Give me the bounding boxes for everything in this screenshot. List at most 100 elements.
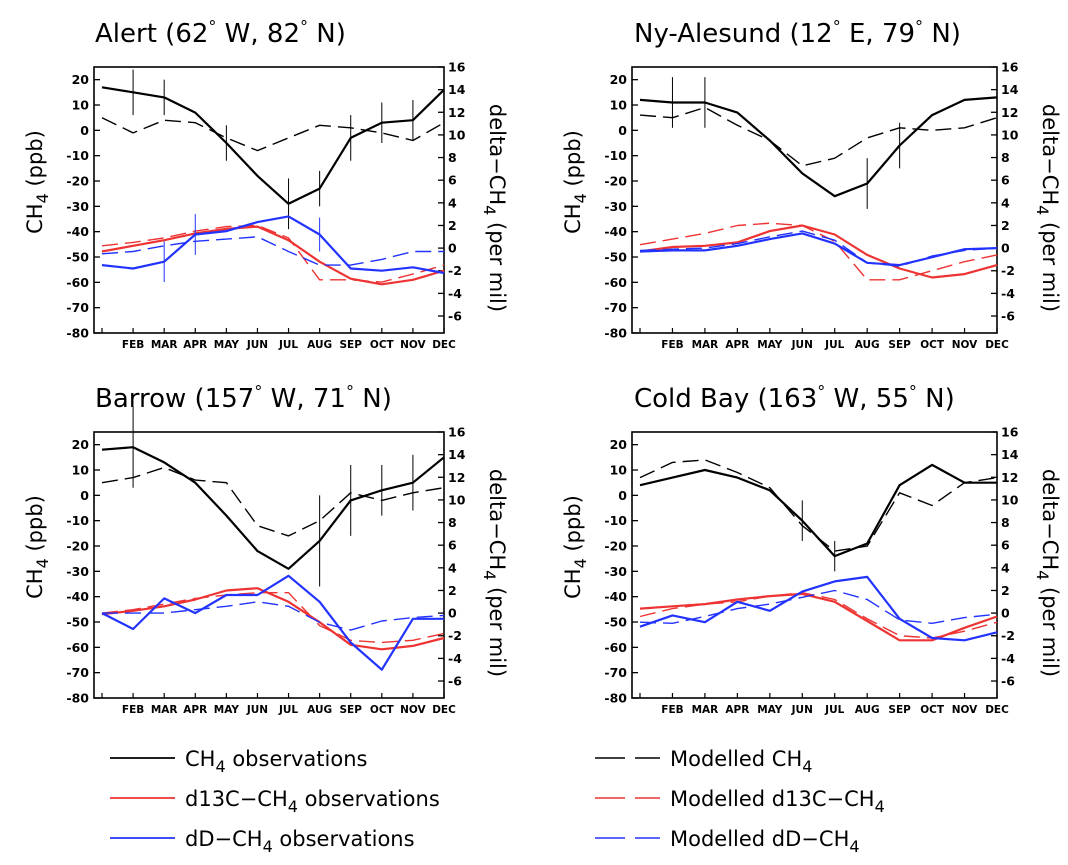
left-tick-label: -20 xyxy=(604,539,627,554)
right-tick-label: 16 xyxy=(448,425,466,440)
left-tick-label: -80 xyxy=(604,691,627,706)
right-tick-label: 4 xyxy=(1001,560,1010,575)
month-label: NOV xyxy=(952,704,978,716)
text-part: Modelled dD−CH xyxy=(670,827,849,851)
series-line-modelled-dd-ch4 xyxy=(639,589,998,624)
text-part: CH xyxy=(561,203,585,233)
left-tick-label: -70 xyxy=(604,665,627,680)
left-tick-label: 20 xyxy=(72,72,90,87)
panel-title: Barrow (157° W, 71° N) xyxy=(95,382,392,414)
right-tick-label: 12 xyxy=(448,105,465,120)
text-part: 4 xyxy=(849,837,859,856)
month-label: JUN xyxy=(246,704,268,716)
left-axis-label: CH4 (ppb) xyxy=(23,130,52,234)
text-part: Ny-Alesund xyxy=(634,19,781,49)
left-tick-label: -80 xyxy=(66,691,89,706)
panel-title: Cold Bay (163° W, 55° N) xyxy=(634,382,955,414)
text-part: observations xyxy=(273,827,415,851)
series-line-d13c-ch4-observations xyxy=(101,225,445,286)
text-part: 71 xyxy=(313,384,346,414)
right-tick-label: 4 xyxy=(448,195,457,210)
text-part: ° xyxy=(300,17,308,36)
text-part: delta−CH xyxy=(485,469,509,570)
text-part: 4 xyxy=(1033,205,1052,215)
series-line-modelled-ch4 xyxy=(639,106,998,167)
text-part xyxy=(841,19,849,49)
text-part: ( xyxy=(781,19,799,49)
plot-frame xyxy=(631,431,998,699)
series-line-modelled-d13c-ch4 xyxy=(101,592,445,644)
right-axis-label: delta−CH4 (per mil) xyxy=(480,104,509,312)
panel-1: Alert (62° W, 82° N)20100-10-20-30-40-50… xyxy=(23,17,509,351)
left-tick-label: -40 xyxy=(604,589,627,604)
month-label: AUG xyxy=(855,704,880,716)
month-label: MAR xyxy=(151,704,178,716)
left-tick-label: -50 xyxy=(66,615,89,630)
series-line-ch4-observations xyxy=(101,446,445,570)
panel-title: Alert (62° W, 82° N) xyxy=(95,17,346,49)
series-line-d13c-ch4-observations xyxy=(101,587,445,651)
month-label: OCT xyxy=(920,339,945,351)
series-line-dd-ch4-observations xyxy=(639,575,998,642)
month-label: DEC xyxy=(985,704,1009,716)
month-label: FEB xyxy=(122,339,144,351)
month-label: DEC xyxy=(985,339,1009,351)
text-part: 12 xyxy=(800,19,833,49)
month-label: JUL xyxy=(278,704,298,716)
left-tick-label: -30 xyxy=(604,199,627,214)
right-tick-label: 2 xyxy=(1001,583,1010,598)
month-label: APR xyxy=(725,339,749,351)
text-part: N xyxy=(931,19,950,49)
series-line-modelled-dd-ch4 xyxy=(101,236,444,266)
right-tick-label: 6 xyxy=(448,173,457,188)
right-tick-label: 10 xyxy=(448,492,466,507)
text-part: ° xyxy=(909,382,917,401)
right-tick-label: 0 xyxy=(1001,606,1010,621)
panel-3: Barrow (157° W, 71° N)20100-10-20-30-40-… xyxy=(23,382,509,716)
left-tick-label: 20 xyxy=(610,437,628,452)
text-part: 4 xyxy=(263,837,273,856)
left-tick-label: -20 xyxy=(66,539,89,554)
right-tick-label: 12 xyxy=(448,470,465,485)
text-part: ° xyxy=(915,17,923,36)
left-tick-label: 0 xyxy=(80,488,89,503)
legend-label-d13c_obs: d13C−CH4 observations xyxy=(185,787,440,816)
text-part: 4 xyxy=(802,757,812,776)
text-part: (per mil) xyxy=(1038,215,1062,312)
series-line-ch4-observations xyxy=(639,96,998,198)
text-part: 55 xyxy=(876,384,909,414)
month-label: SEP xyxy=(340,704,363,716)
right-tick-label: -6 xyxy=(448,309,462,324)
text-part: 4 xyxy=(215,757,225,776)
month-label: MAR xyxy=(692,339,719,351)
text-part: (ppb) xyxy=(23,130,47,193)
left-tick-label: -50 xyxy=(66,250,89,265)
left-tick-label: -70 xyxy=(66,300,89,315)
text-part: (ppb) xyxy=(561,130,585,193)
text-part: ° xyxy=(346,382,354,401)
right-tick-label: -4 xyxy=(1001,286,1015,301)
right-tick-label: 2 xyxy=(448,583,457,598)
text-part xyxy=(262,384,270,414)
right-tick-label: 14 xyxy=(1001,447,1019,462)
text-part: delta−CH xyxy=(1038,469,1062,570)
left-tick-label: 10 xyxy=(610,98,628,113)
left-tick-label: -40 xyxy=(66,589,89,604)
left-tick-label: -20 xyxy=(604,174,627,189)
text-part: (per mil) xyxy=(485,580,509,677)
left-tick-label: -50 xyxy=(604,615,627,630)
right-tick-label: 12 xyxy=(1001,105,1018,120)
text-part: 4 xyxy=(480,205,499,215)
month-label: AUG xyxy=(307,704,332,716)
month-label: JUN xyxy=(246,339,268,351)
text-part: 4 xyxy=(480,570,499,580)
series-line-ch4-observations xyxy=(101,86,445,205)
right-tick-label: 16 xyxy=(1001,60,1019,75)
text-part xyxy=(923,19,931,49)
text-part: , xyxy=(865,19,882,49)
left-tick-label: -60 xyxy=(604,640,627,655)
text-part: dD−CH xyxy=(185,827,263,851)
series-line-d13c-ch4-observations xyxy=(639,592,998,642)
text-part: 4 xyxy=(571,193,590,203)
